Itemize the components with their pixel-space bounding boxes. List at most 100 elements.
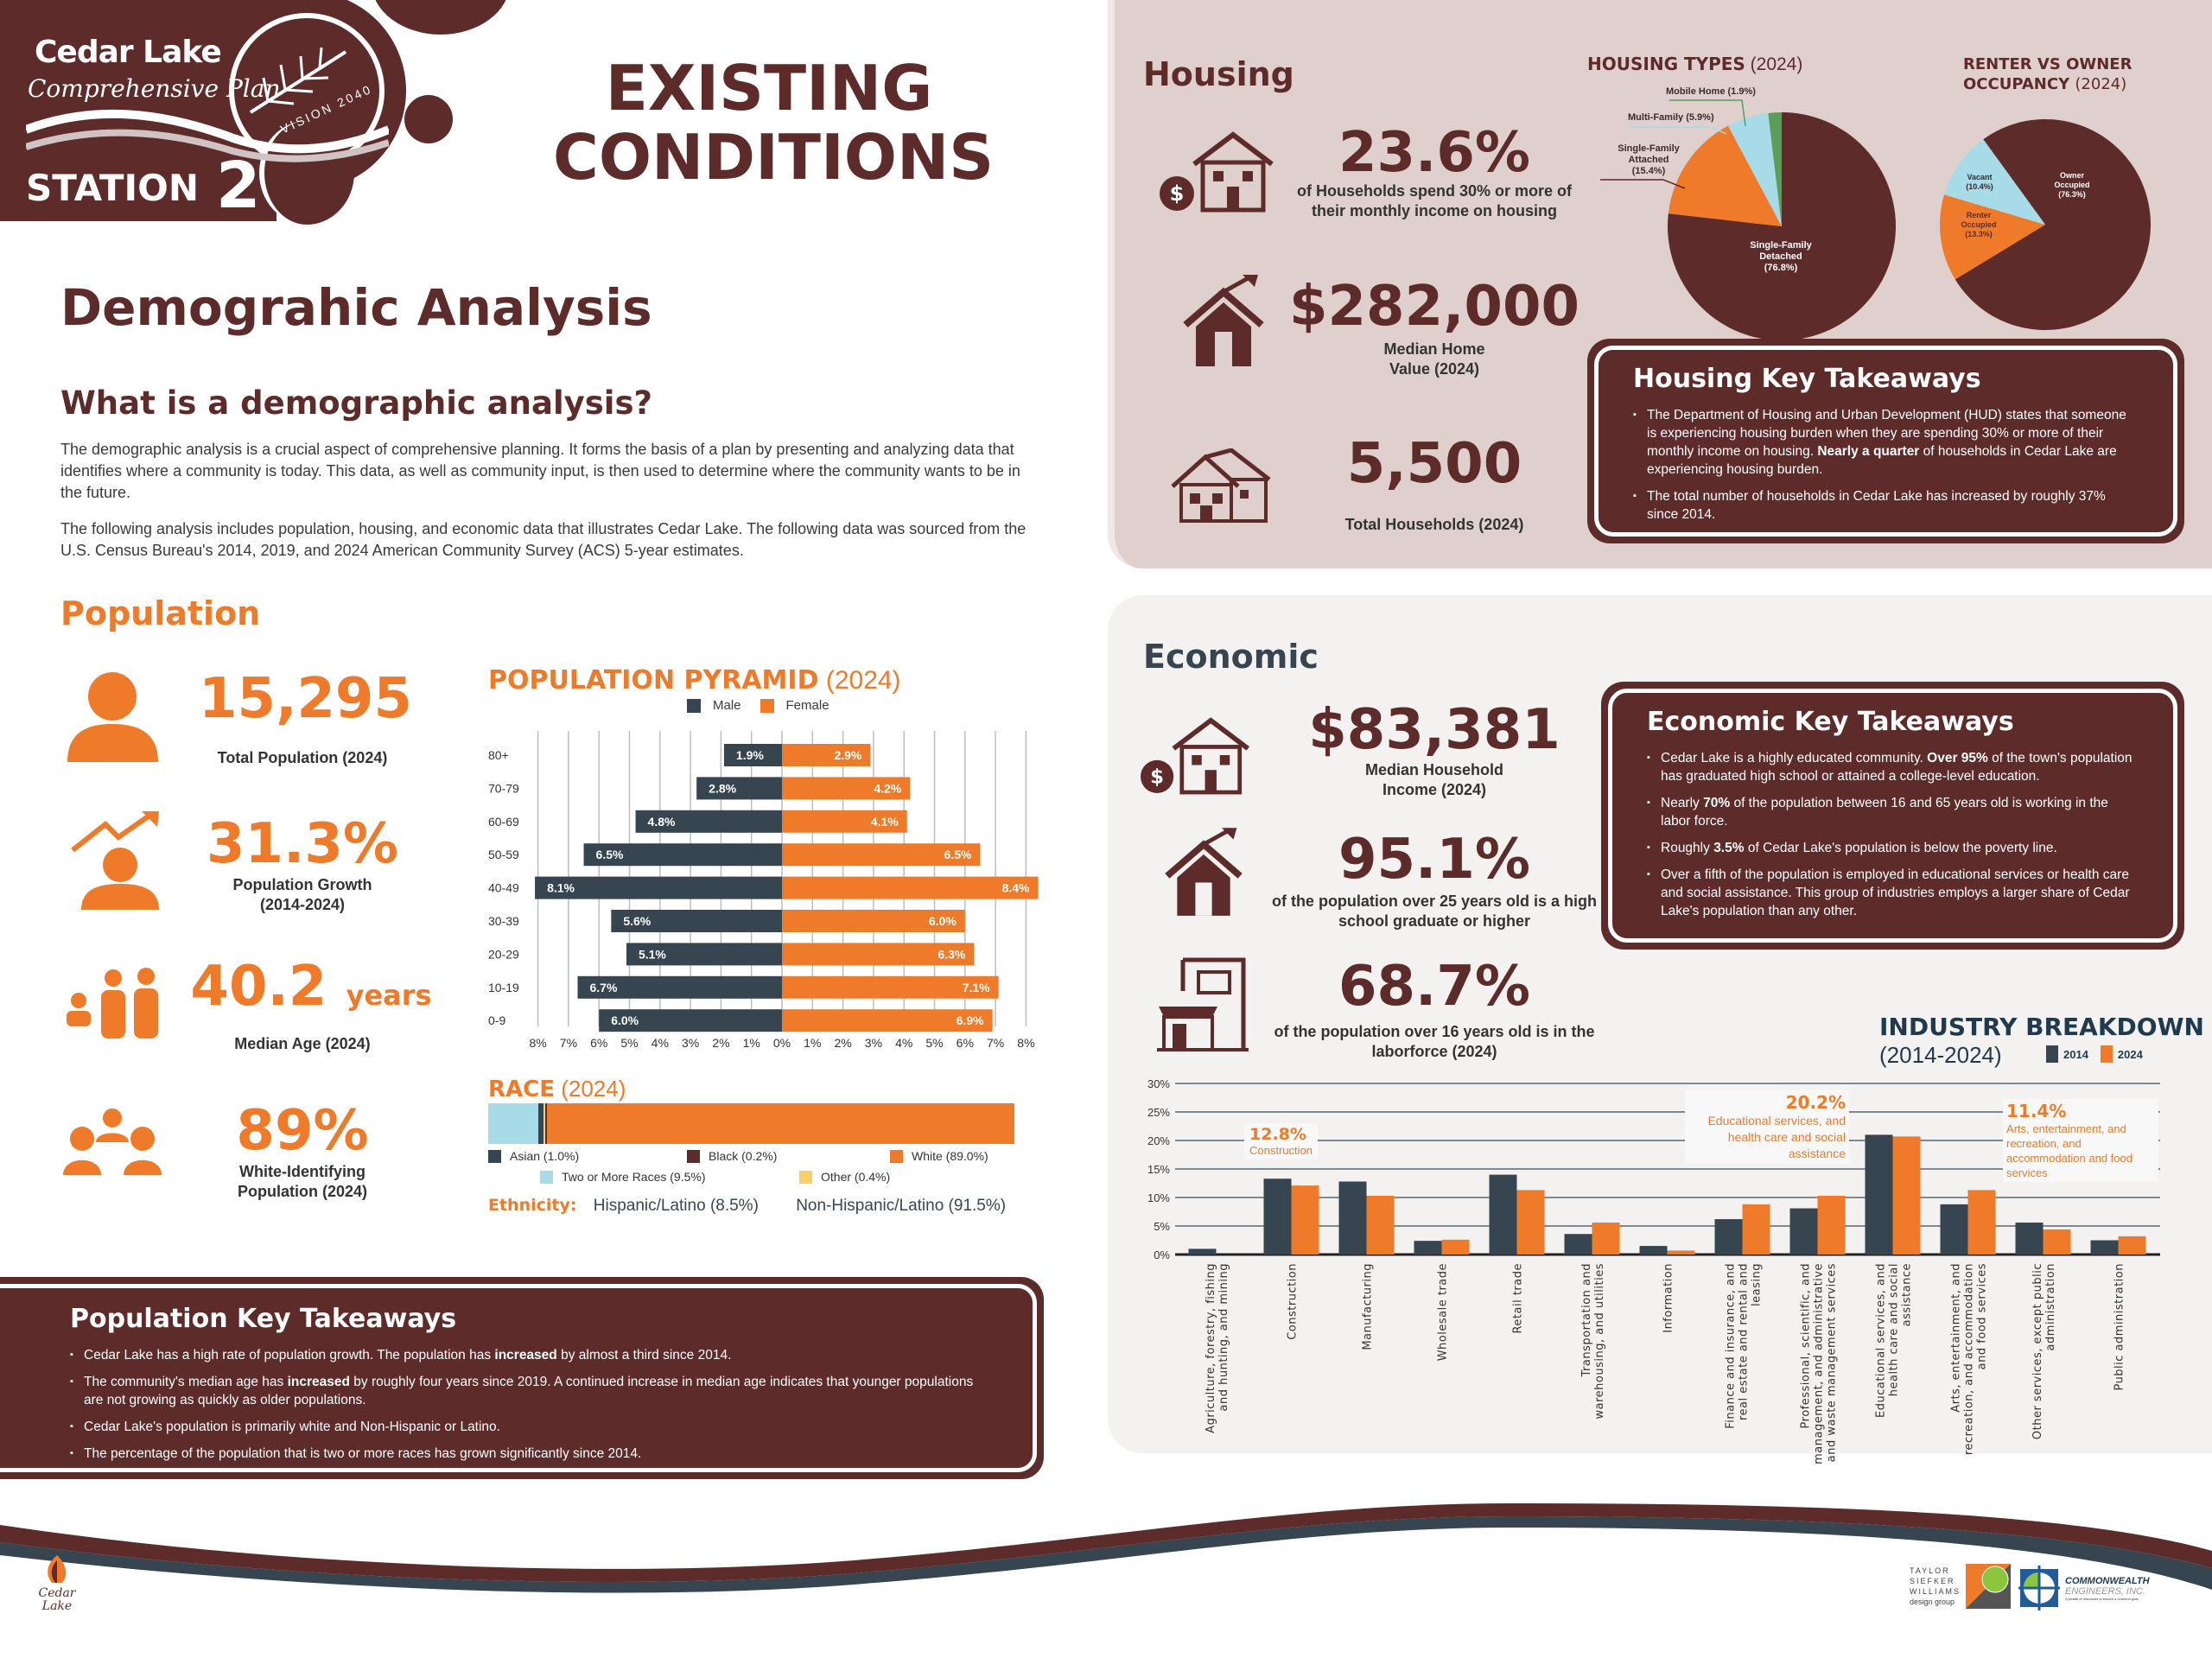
occupancy-title-text: RENTER VS OWNER OCCUPANCY xyxy=(1963,55,2133,93)
industry-bar-2014 xyxy=(2015,1223,2044,1255)
pyramid-x-tick: 8% xyxy=(529,1036,546,1050)
industry-bar-2014 xyxy=(1564,1234,1592,1255)
industry-category-label: Retail trade xyxy=(1512,1263,1525,1334)
ethnicity-row: Ethnicity: Hispanic/Latino (8.5%) Non-Hi… xyxy=(488,1196,1006,1216)
pyramid-label-female: 4.1% xyxy=(871,815,899,829)
takeaway-bullet: Over a fifth of the population is employ… xyxy=(1647,866,2139,920)
economic-takeaways-title: Economic Key Takeaways xyxy=(1647,707,2014,737)
pyramid-bar-male xyxy=(611,910,782,932)
industry-category-line: leasing xyxy=(1751,1263,1764,1306)
pyramid-x-tick: 4% xyxy=(652,1036,669,1050)
industry-breakdown-chart: 0% 5% 10% 15% 20% 25% 30% Agriculture, forestry… xyxy=(1147,1077,2160,1464)
person-icon xyxy=(67,672,158,762)
industry-y-tick: 5% xyxy=(1154,1220,1170,1233)
pyramid-label-female: 4.2% xyxy=(874,781,901,795)
growth-person-icon xyxy=(71,811,159,910)
pyramid-x-tick: 7% xyxy=(560,1036,577,1050)
industry-category-label: Arts, entertainment, and recreation, and … xyxy=(1950,1263,1989,1455)
pyramid-age-label: 20-29 xyxy=(488,947,519,961)
industry-subtitle: (2014-2024) xyxy=(1879,1042,2002,1068)
industry-bar-2014 xyxy=(1263,1178,1292,1255)
tsw-line2: SIEFKER xyxy=(1910,1577,1955,1585)
industry-y-tick: 15% xyxy=(1147,1163,1170,1176)
pie-slice xyxy=(1955,119,2151,330)
industry-category-label: Manufacturing xyxy=(1362,1263,1375,1350)
school-house-icon xyxy=(1165,828,1243,916)
housing-types-title-year: (2024) xyxy=(1750,54,1803,74)
pyramid-label-female: 6.9% xyxy=(957,1013,984,1027)
pie-label-multi-family: Multi-Family (5.9%) xyxy=(1628,112,1714,123)
stat-total-population: 15,295 xyxy=(199,667,412,731)
pyramid-label-male: 4.8% xyxy=(648,815,676,829)
pyramid-label-male: 6.7% xyxy=(589,981,617,994)
pyramid-x-tick: 5% xyxy=(620,1036,638,1050)
stat-median-age-unit: years xyxy=(346,979,432,1012)
pyramid-x-tick: 1% xyxy=(804,1036,821,1050)
industry-bar-2014 xyxy=(1188,1248,1217,1255)
pyramid-x-tick: 3% xyxy=(682,1036,699,1050)
industry-category-line: real estate and rental and xyxy=(1738,1263,1751,1420)
takeaway-bullet: Cedar Lake is a highly educated communit… xyxy=(1647,749,2139,785)
population-takeaways-title: Population Key Takeaways xyxy=(70,1304,457,1334)
industry-category-line: and hunting, and mining xyxy=(1217,1263,1230,1411)
race-legend-item: Two or More Races (9.5%) xyxy=(540,1170,706,1184)
pyramid-bar-male xyxy=(696,777,782,800)
pyramid-age-label: 80+ xyxy=(488,748,509,762)
annotation-construction-text: Construction xyxy=(1249,1144,1313,1157)
industry-category-line: assistance xyxy=(1901,1263,1914,1326)
decor-circle-top xyxy=(372,0,510,35)
commonwealth-tagline: A wealth of resources to ensure a common… xyxy=(2065,1596,2139,1601)
stat-total-households: 5,500 xyxy=(1346,432,1522,496)
legend-female-swatch xyxy=(760,698,774,713)
industry-category-line: Finance and insurance, and xyxy=(1725,1263,1738,1429)
industry-category-line: management, and administrative xyxy=(1813,1263,1826,1464)
industry-category-line: Retail trade xyxy=(1512,1263,1525,1334)
pyramid-bar-male xyxy=(583,843,782,867)
pyramid-x-tick: 4% xyxy=(895,1036,912,1050)
pyramid-bar-female xyxy=(782,910,965,932)
ethnicity-hispanic: Hispanic/Latino (8.5%) xyxy=(593,1197,759,1215)
pie-slice xyxy=(1940,194,2045,280)
stat-median-home-value: $282,000 xyxy=(1288,275,1580,339)
pyramid-age-label: 40-49 xyxy=(488,881,519,895)
industry-bar-2024 xyxy=(1441,1239,1470,1255)
race-segment xyxy=(488,1103,538,1144)
stat-median-income: $83,381 xyxy=(1308,698,1560,762)
pyramid-label-female: 7.1% xyxy=(963,981,990,994)
pie-label-mobile-home: Mobile Home (1.9%) xyxy=(1666,86,1756,97)
industry-bar-2024 xyxy=(1366,1196,1395,1255)
stat-high-school-grad-label: of the population over 25 years old is a… xyxy=(1271,893,1598,930)
pie-leader-lines xyxy=(1600,99,1746,189)
legend-2024-swatch xyxy=(2100,1045,2113,1063)
race-legend-item: Black (0.2%) xyxy=(687,1149,777,1163)
cedar-lake-footer-logo: Cedar Lake xyxy=(29,1555,85,1617)
pie-slice xyxy=(1768,112,1782,226)
tsw-line4: design group xyxy=(1910,1598,1955,1606)
industry-category-line: Other services, except public xyxy=(2031,1263,2044,1439)
race-legend-item: Asian (1.0%) xyxy=(488,1149,579,1163)
stat-population-growth: 31.3% xyxy=(206,812,399,876)
pyramid-title: POPULATION PYRAMID (2024) xyxy=(488,665,901,696)
commonwealth-line2: ENGINEERS, INC. xyxy=(2065,1585,2145,1597)
industry-category-label: Information xyxy=(1662,1263,1675,1333)
industry-category-line: administration xyxy=(2044,1263,2057,1350)
commonwealth-mark-icon xyxy=(2018,1566,2060,1610)
industry-category-label: Professional, scientific, and management,… xyxy=(1800,1263,1839,1464)
industry-category-line: Construction xyxy=(1287,1263,1300,1340)
pyramid-label-female: 6.3% xyxy=(938,947,965,961)
page-title: EXISTING CONDITIONS xyxy=(553,54,994,192)
pyramid-x-tick: 6% xyxy=(957,1036,974,1050)
pyramid-label-female: 8.4% xyxy=(1002,881,1030,895)
industry-category-line: Information xyxy=(1662,1263,1675,1333)
industry-category-line: Arts, entertainment, and xyxy=(1950,1263,1963,1413)
industry-bar-2024 xyxy=(1892,1136,1921,1255)
stat-white-identifying-label: White-Identifying Population (2024) xyxy=(237,1163,368,1200)
pie-label-vacant: Vacant (10.4%) xyxy=(1966,173,1993,191)
race-legend-label: Asian (1.0%) xyxy=(510,1149,580,1163)
industry-bar-2014 xyxy=(2090,1240,2119,1255)
legend-2024-label: 2024 xyxy=(2117,1047,2143,1061)
takeaway-bullet-emphasis: increased xyxy=(494,1348,557,1363)
industry-bar-2014 xyxy=(1789,1208,1818,1255)
footer-wave xyxy=(0,1503,2212,1593)
